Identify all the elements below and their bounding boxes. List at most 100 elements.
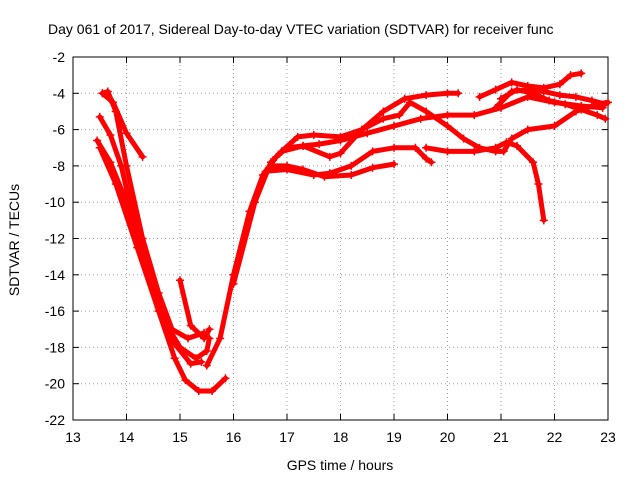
data-point-marker bbox=[491, 85, 500, 94]
data-point-marker bbox=[111, 107, 120, 116]
data-point-marker bbox=[363, 129, 372, 138]
data-point-marker bbox=[202, 361, 211, 370]
data-point-marker bbox=[229, 279, 238, 288]
y-tick-label: -12 bbox=[45, 231, 65, 247]
y-axis-label: SDTVAR / TECUs bbox=[6, 184, 22, 296]
data-point-marker bbox=[459, 134, 468, 143]
data-point-marker bbox=[122, 129, 131, 138]
data-point-marker bbox=[309, 131, 318, 140]
series-arc-12 bbox=[422, 138, 548, 225]
data-point-marker bbox=[577, 105, 586, 114]
data-point-marker bbox=[513, 85, 522, 94]
data-point-marker bbox=[93, 136, 102, 145]
series-line bbox=[231, 90, 461, 287]
data-point-marker bbox=[475, 92, 484, 101]
data-point-marker bbox=[443, 121, 452, 130]
data-point-marker bbox=[261, 167, 270, 176]
y-tick-label: -4 bbox=[53, 85, 66, 101]
data-point-marker bbox=[422, 91, 431, 100]
data-point-marker bbox=[299, 141, 308, 150]
series-line bbox=[204, 94, 606, 369]
data-point-marker bbox=[539, 87, 548, 96]
x-tick-label: 17 bbox=[279, 429, 295, 445]
data-point-marker bbox=[283, 161, 291, 170]
series-arc-3 bbox=[95, 112, 214, 363]
data-point-marker bbox=[470, 147, 479, 156]
data-point-marker bbox=[379, 114, 388, 123]
chart-title: Day 061 of 2017, Sidereal Day-to-day VTE… bbox=[48, 21, 554, 37]
data-point-marker bbox=[601, 100, 610, 109]
data-point-marker bbox=[577, 69, 586, 78]
y-tick-label: -8 bbox=[53, 158, 66, 174]
y-tick-label: -20 bbox=[45, 376, 65, 392]
data-point-marker bbox=[315, 140, 324, 149]
x-tick-label: 21 bbox=[493, 429, 509, 445]
data-point-marker bbox=[117, 161, 126, 170]
x-tick-label: 19 bbox=[386, 429, 402, 445]
grid bbox=[73, 57, 608, 420]
data-point-marker bbox=[184, 334, 193, 343]
data-point-marker bbox=[427, 158, 436, 167]
data-point-marker bbox=[357, 125, 366, 134]
x-tick-label: 22 bbox=[547, 429, 563, 445]
data-point-marker bbox=[320, 172, 329, 181]
data-point-marker bbox=[422, 154, 431, 163]
data-point-marker bbox=[216, 334, 225, 343]
data-point-marker bbox=[571, 92, 580, 101]
data-point-marker bbox=[103, 87, 112, 96]
series-line bbox=[423, 139, 547, 223]
y-tick-label: -16 bbox=[45, 303, 65, 319]
data-point-marker bbox=[368, 163, 377, 172]
data-point-marker bbox=[208, 386, 217, 395]
data-point-marker bbox=[205, 325, 214, 334]
data-point-marker bbox=[325, 152, 334, 161]
series-arc-6 bbox=[176, 276, 214, 343]
data-point-marker bbox=[336, 149, 345, 158]
y-tick-label: -2 bbox=[53, 49, 66, 65]
data-point-marker bbox=[566, 71, 575, 80]
x-tick-label: 16 bbox=[226, 429, 242, 445]
data-point-marker bbox=[529, 158, 538, 167]
data-point-marker bbox=[534, 180, 543, 189]
series-arc-10 bbox=[266, 160, 398, 181]
data-point-marker bbox=[266, 161, 275, 170]
series-arc-11 bbox=[277, 98, 612, 161]
data-point-marker bbox=[422, 143, 431, 152]
data-point-marker bbox=[154, 307, 163, 316]
data-point-marker bbox=[221, 374, 230, 383]
data-point-marker bbox=[601, 114, 610, 123]
x-tick-label: 15 bbox=[172, 429, 188, 445]
x-tick-label: 23 bbox=[600, 429, 616, 445]
data-point-marker bbox=[507, 134, 516, 143]
axis-ticks: 13 14 15 16 17 18 19 20 21 22 23 -22 -20 -18 -16 -14 -12… bbox=[45, 49, 616, 445]
data-point-marker bbox=[194, 386, 203, 395]
data-point-marker bbox=[523, 125, 532, 134]
data-point-marker bbox=[422, 107, 431, 116]
data-point-marker bbox=[186, 359, 195, 368]
data-point-marker bbox=[491, 143, 500, 152]
data-point-marker bbox=[347, 161, 356, 170]
data-point-marker bbox=[176, 276, 184, 285]
data-point-marker bbox=[507, 78, 516, 87]
data-point-marker bbox=[379, 107, 388, 116]
data-point-marker bbox=[390, 143, 398, 152]
data-point-marker bbox=[416, 114, 425, 123]
series-arc-15 bbox=[497, 85, 610, 123]
x-tick-label: 18 bbox=[333, 429, 349, 445]
y-tick-label: -10 bbox=[45, 194, 65, 210]
data-point-marker bbox=[587, 96, 596, 105]
x-tick-label: 13 bbox=[65, 429, 81, 445]
series-line bbox=[97, 114, 212, 361]
data-point-marker bbox=[400, 94, 409, 103]
series-line bbox=[177, 277, 212, 341]
data-point-marker bbox=[133, 243, 142, 252]
x-axis-label: GPS time / hours bbox=[287, 457, 394, 473]
data-point-marker bbox=[299, 165, 308, 174]
data-point-marker bbox=[470, 111, 479, 120]
data-point-marker bbox=[390, 121, 398, 130]
data-point-marker bbox=[293, 132, 302, 141]
data-point-marker bbox=[390, 160, 398, 169]
data-point-marker bbox=[529, 89, 538, 98]
data-point-marker bbox=[539, 216, 548, 225]
